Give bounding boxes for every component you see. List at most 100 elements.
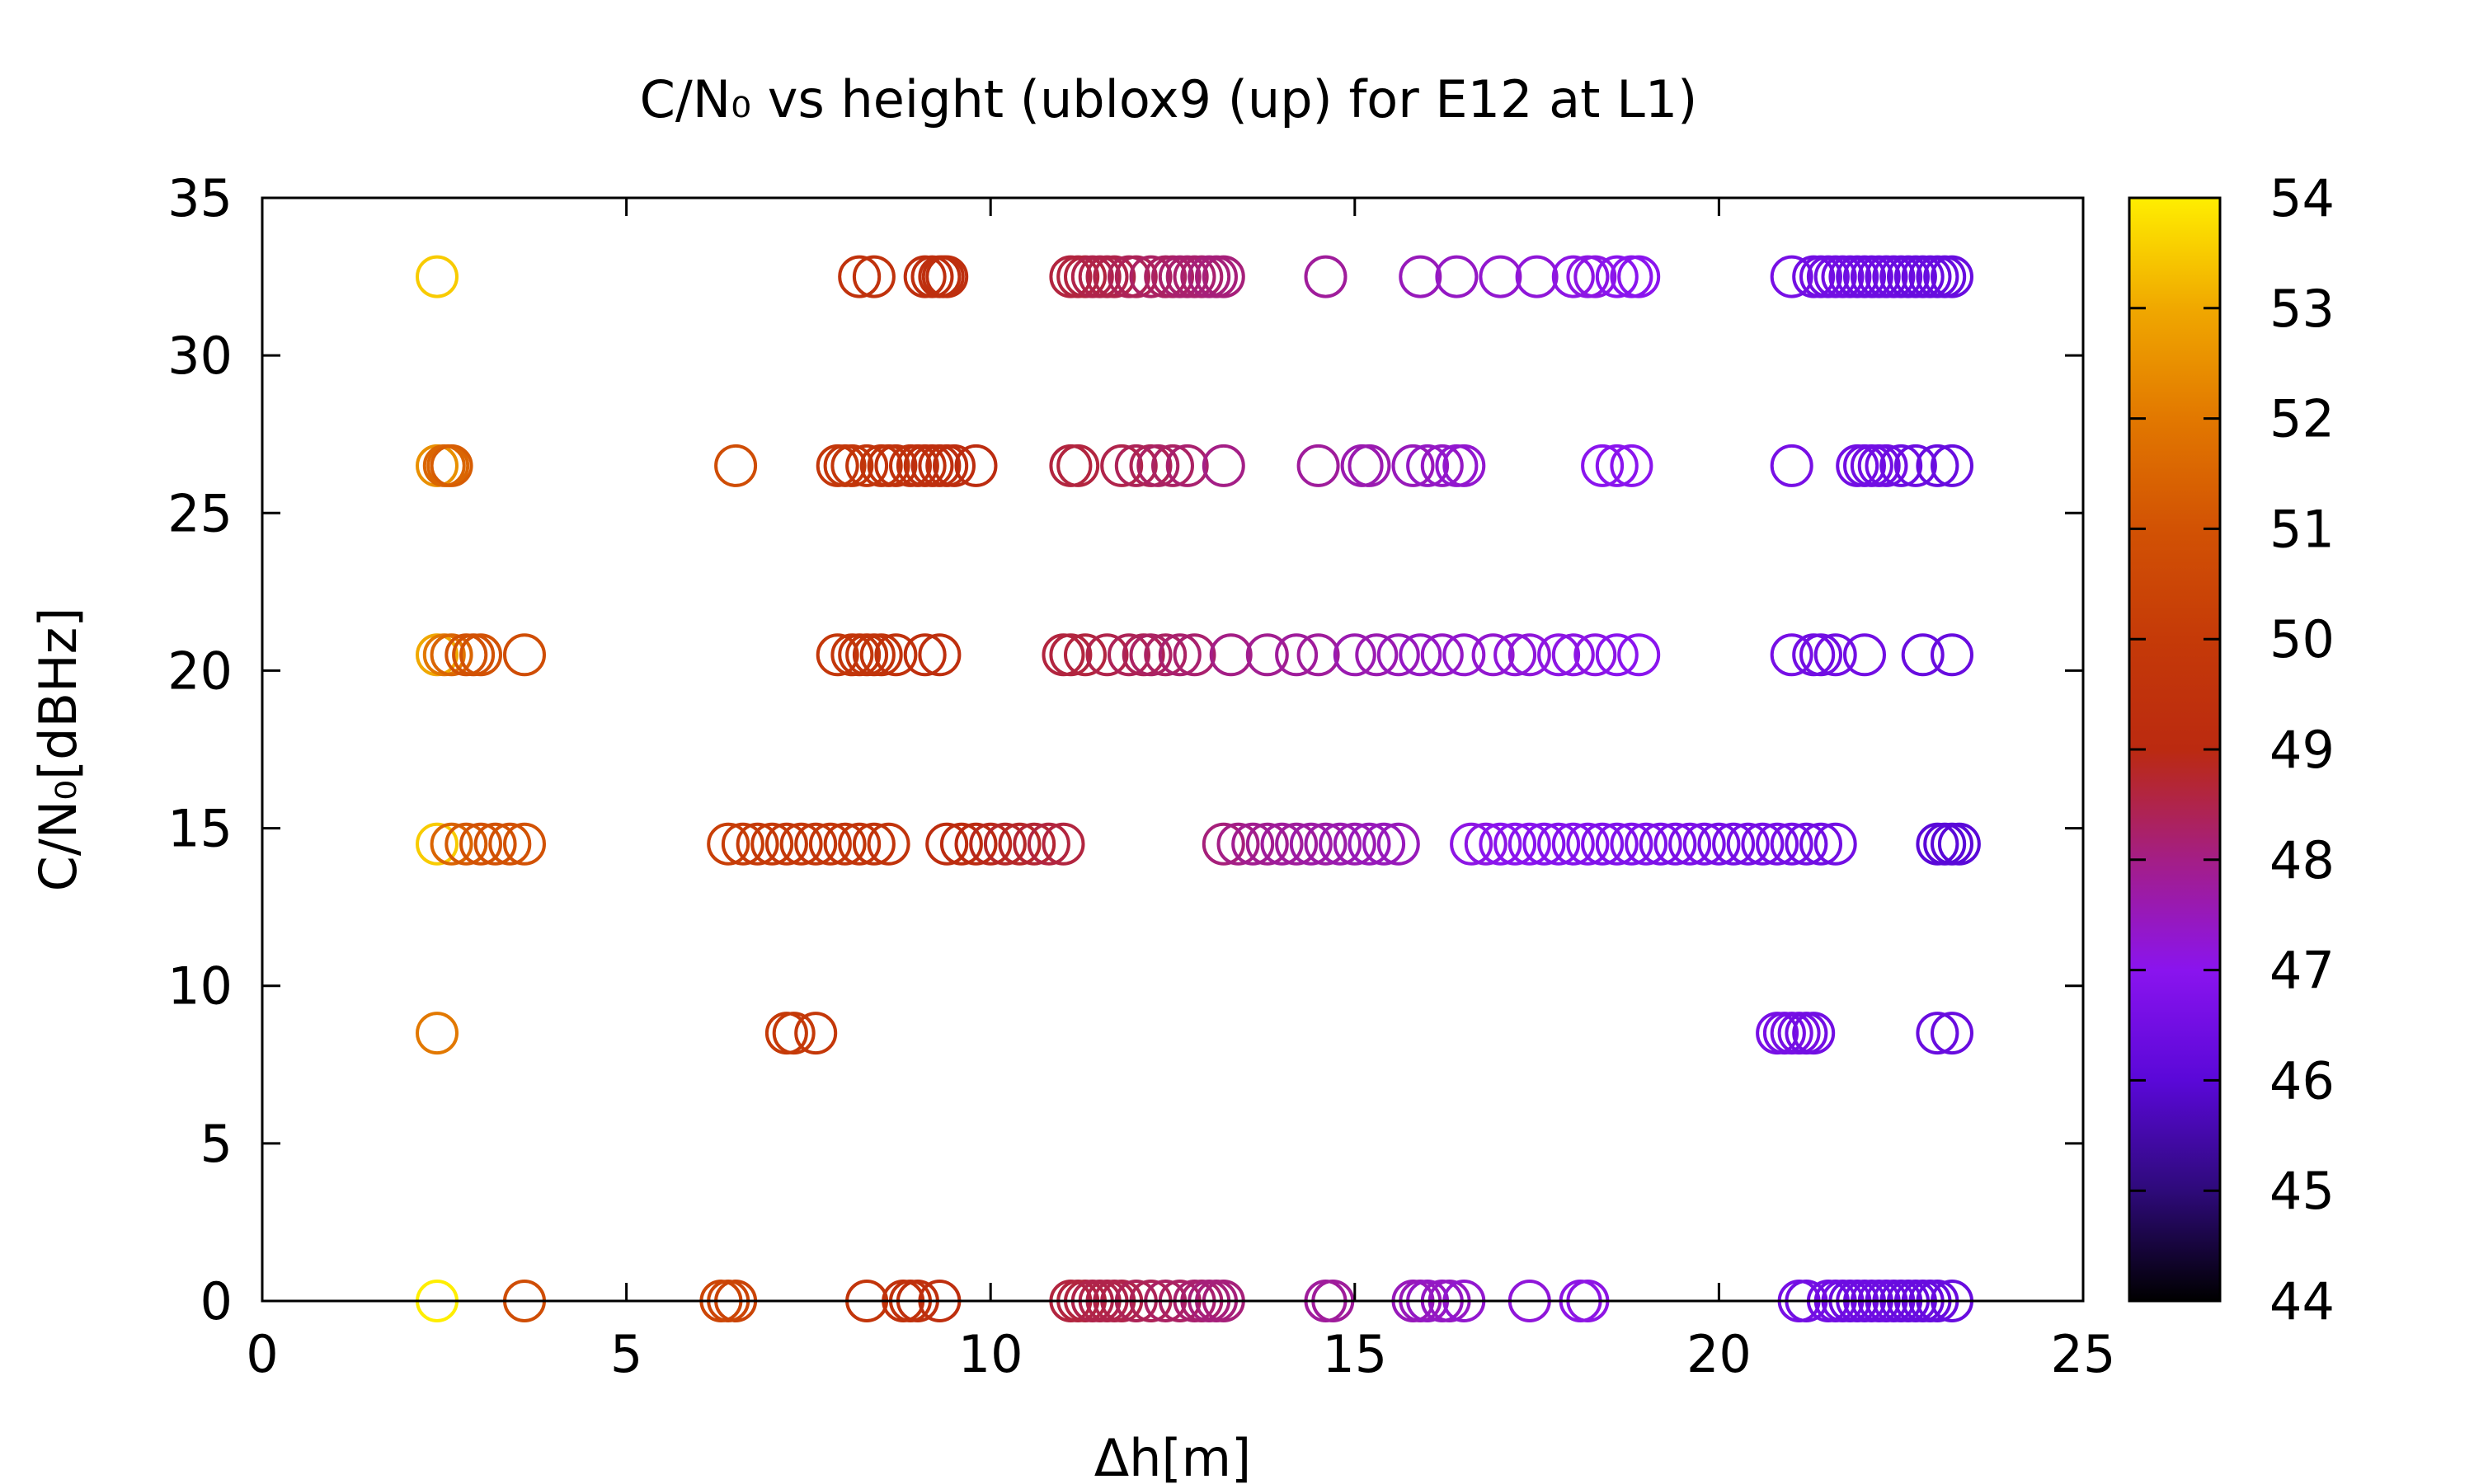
data-point: [969, 822, 1013, 866]
x-tick-label: 20: [1686, 1324, 1752, 1384]
data-point: [1610, 444, 1653, 487]
chart-title: C/N₀ vs height (ublox9 (up) for E12 at L…: [640, 69, 1698, 129]
data-point: [1362, 822, 1406, 866]
data-point: [1202, 444, 1245, 487]
data-point: [426, 444, 470, 487]
data-point: [1493, 633, 1537, 677]
data-point: [1013, 822, 1056, 866]
data-point: [794, 1012, 838, 1055]
data-point: [1391, 444, 1435, 487]
data-point: [444, 822, 488, 866]
data-point: [1813, 822, 1857, 866]
data-point: [459, 633, 502, 677]
data-point: [1136, 444, 1180, 487]
data-point: [1770, 444, 1813, 487]
data-point: [1260, 822, 1304, 866]
data-point: [1420, 633, 1464, 677]
data-point: [1304, 822, 1348, 866]
data-point: [954, 822, 998, 866]
data-point: [1522, 822, 1566, 866]
y-tick-label: 20: [167, 641, 233, 701]
colorbar-tick-label: 48: [2269, 830, 2335, 890]
x-tick-label: 15: [1322, 1324, 1387, 1384]
data-point: [852, 822, 896, 866]
data-point: [430, 822, 473, 866]
data-point: [1355, 633, 1399, 677]
colorbar-tick-label: 53: [2269, 279, 2335, 339]
colorbar-tick-label: 50: [2269, 609, 2335, 669]
data-point: [1595, 633, 1639, 677]
data-point: [764, 822, 808, 866]
data-point: [925, 255, 969, 298]
colorbar-tick-label: 51: [2269, 499, 2335, 559]
data-point: [1348, 822, 1391, 866]
data-point: [1289, 822, 1333, 866]
data-point: [430, 633, 473, 677]
data-point: [1493, 822, 1537, 866]
data-point: [1173, 633, 1216, 677]
data-point: [1049, 633, 1093, 677]
data-point: [1108, 633, 1150, 677]
data-point: [1245, 633, 1289, 677]
data-point: [1114, 255, 1158, 298]
colorbar-axis: 44 45 46 47 48 49 50 51 52 53 54: [2129, 168, 2335, 1331]
data-point: [1296, 633, 1340, 677]
data-point: [859, 633, 903, 677]
data-point: [1209, 633, 1253, 677]
data-points: [416, 255, 1981, 1322]
data-point: [1893, 444, 1937, 487]
data-point: [1376, 633, 1420, 677]
data-point: [1581, 822, 1625, 866]
data-point: [1865, 444, 1908, 487]
data-point: [1792, 1012, 1836, 1055]
data-point: [1129, 255, 1173, 298]
data-point: [1610, 822, 1653, 866]
data-point: [1551, 255, 1595, 298]
data-point: [1064, 633, 1107, 677]
data-point: [430, 444, 473, 487]
data-point: [808, 822, 852, 866]
data-point: [1813, 633, 1857, 677]
y-tick-label: 25: [167, 483, 233, 543]
x-tick-label: 0: [246, 1324, 278, 1384]
data-point: [1799, 633, 1842, 677]
data-point: [1158, 633, 1202, 677]
data-point: [1507, 822, 1551, 866]
data-point: [939, 822, 983, 866]
data-point: [1507, 633, 1551, 677]
data-point: [736, 822, 779, 866]
data-point: [1275, 822, 1319, 866]
y-tick-label: 35: [167, 168, 233, 228]
data-point: [845, 444, 889, 487]
data-point: [714, 444, 758, 487]
data-point: [983, 822, 1027, 866]
data-point: [1319, 822, 1362, 866]
data-point: [1202, 822, 1245, 866]
data-point: [838, 255, 882, 298]
data-point: [1165, 444, 1209, 487]
data-point: [1799, 822, 1842, 866]
plot-frame: [261, 196, 2085, 1303]
data-point: [1085, 633, 1129, 677]
data-point: [1697, 822, 1741, 866]
data-point: [874, 444, 918, 487]
data-point: [1450, 822, 1493, 866]
data-point: [1042, 822, 1085, 866]
data-point: [998, 822, 1042, 866]
colorbar-tick-label: 44: [2269, 1271, 2335, 1331]
data-point: [1245, 822, 1289, 866]
data-point: [1333, 822, 1376, 866]
data-point: [1537, 822, 1581, 866]
data-point: [852, 255, 896, 298]
y-axis-title: C/N₀[dBHz]: [28, 608, 88, 892]
data-point: [903, 633, 947, 677]
data-point: [1682, 822, 1726, 866]
data-point: [1515, 255, 1559, 298]
data-point: [823, 822, 867, 866]
data-point: [1537, 633, 1581, 677]
data-point: [1668, 822, 1712, 866]
data-point: [1916, 1012, 1959, 1055]
colorbar-tick-label: 45: [2269, 1161, 2335, 1221]
data-point: [1931, 444, 1973, 487]
